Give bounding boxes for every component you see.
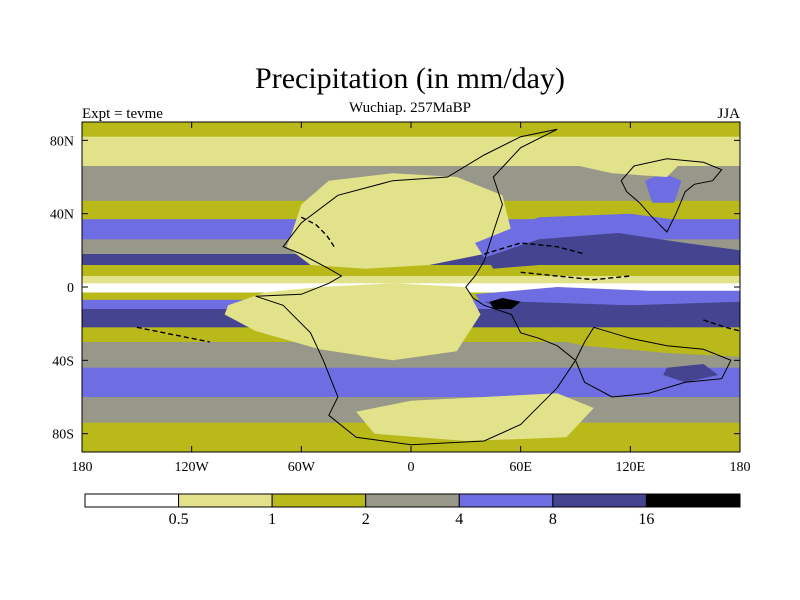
precip-region-3 [224, 283, 481, 361]
y-tick-label-4: 80S [52, 428, 74, 443]
colorbar-swatch-2 [271, 493, 367, 508]
colorbar-label-3: 4 [455, 511, 463, 528]
map-plot-area [82, 122, 740, 452]
coastline-3 [300, 216, 335, 248]
colorbar-swatch-6 [645, 493, 741, 508]
x-tick-label-0: 180 [72, 460, 93, 475]
x-tick-label-2: 60W [288, 460, 316, 475]
precip-region-12 [575, 151, 686, 177]
coastline-5 [520, 271, 631, 281]
colorbar-swatch-1 [178, 493, 273, 508]
precip-band-0 [82, 122, 740, 138]
colorbar-swatch-0 [84, 493, 180, 508]
coastline-1 [620, 158, 723, 233]
x-axis: 180 120W 60W 0 60E 120E 180 [72, 122, 751, 475]
precip-region-11 [645, 173, 682, 203]
experiment-label: Expt = tevme [82, 106, 163, 122]
precip-region-13 [663, 364, 719, 383]
precip-band-7 [82, 265, 740, 277]
precip-region-9 [475, 287, 740, 306]
colorbar: 0.5 1 2 4 8 16 [84, 493, 741, 528]
coastline-6 [136, 326, 211, 343]
x-tick-label-6: 180 [730, 460, 751, 475]
colorbar-label-4: 8 [549, 511, 557, 528]
precip-region-14 [489, 298, 521, 309]
y-tick-label-2: 0 [67, 281, 74, 296]
coastline-4 [483, 242, 585, 255]
colorbar-label-1: 1 [268, 511, 276, 528]
colorbar-label-5: 16 [638, 511, 654, 528]
precip-region-10 [548, 327, 740, 357]
colorbar-swatch-3 [365, 493, 460, 508]
chart-title: Precipitation (in mm/day) [255, 62, 565, 95]
y-tick-label-1: 40N [50, 208, 74, 223]
chart-subtitle: Wuchiap. 257MaBP [349, 100, 471, 116]
precip-region-5 [356, 393, 594, 441]
precip-band-8 [82, 276, 740, 284]
colorbar-label-0: 0.5 [169, 511, 189, 528]
precip-band-15 [82, 367, 740, 398]
y-axis: 80N 40N 0 40S 80S [50, 134, 740, 443]
y-tick-label-0: 80N [50, 134, 74, 149]
colorbar-swatch-4 [458, 493, 554, 508]
coastline-0 [255, 128, 577, 446]
coastline-7 [703, 319, 740, 332]
coastlines-layer [136, 128, 740, 446]
y-tick-label-3: 40S [52, 354, 74, 369]
x-tick-label-4: 60E [509, 460, 532, 475]
season-label: JJA [717, 106, 740, 122]
x-tick-label-3: 0 [408, 460, 415, 475]
x-tick-label-1: 120W [175, 460, 210, 475]
colorbar-label-2: 2 [362, 511, 370, 528]
colorbar-swatch-5 [552, 493, 647, 508]
precip-region-1 [286, 173, 512, 269]
coastline-2 [574, 326, 732, 398]
precipitation-regions-layer [224, 151, 740, 441]
precip-region-7 [475, 213, 740, 258]
precip-region-6 [484, 232, 740, 269]
x-tick-label-5: 120E [616, 460, 646, 475]
